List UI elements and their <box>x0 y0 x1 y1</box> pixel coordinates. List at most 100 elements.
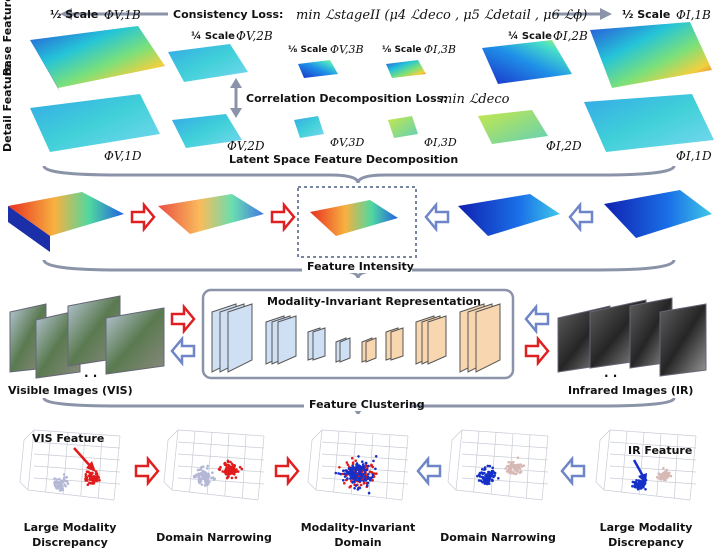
cluster-points-1-1 <box>53 473 70 492</box>
surface-v1b-side <box>33 44 60 92</box>
latent-title-bg <box>224 151 462 167</box>
intensity-surface-1 <box>8 192 124 236</box>
surface-v2b <box>168 44 248 82</box>
latent-title: Latent Space Feature Decomposition <box>229 153 458 166</box>
cluster-points-2-1 <box>192 464 216 487</box>
scale-label-v1b: ½ Scale <box>50 8 98 21</box>
scale-label-i3b: ⅛ Scale <box>382 45 422 55</box>
vis-feature-arrowhead <box>86 461 96 472</box>
arrow-red-r3-out <box>524 335 550 367</box>
surface-i3b <box>386 60 426 78</box>
surface-i1b <box>590 22 712 88</box>
arrow-blue-r2-1 <box>424 201 450 233</box>
surface-v2d <box>172 114 242 148</box>
cluster-plot-3 <box>307 429 409 501</box>
intensity-surface-4 <box>458 194 560 236</box>
surface-v3b <box>298 60 338 78</box>
cluster-plot-5 <box>595 429 697 501</box>
cluster-plot-2 <box>163 429 265 501</box>
visible-images-stack <box>9 295 165 379</box>
surface-i2d <box>478 110 548 144</box>
arrow-red-r3-in <box>170 303 196 335</box>
caption-domain-narrowing-right: Domain Narrowing <box>440 531 556 544</box>
scale-label-v2b: ¼ Scale <box>191 30 235 42</box>
cluster-points-2-2 <box>217 459 244 480</box>
caption-invariant-domain: Modality-Invariant Domain <box>301 521 416 549</box>
surface-i1d <box>584 94 714 152</box>
encoder-layers <box>211 303 351 373</box>
symbol-i1d: ΦI,1D <box>676 149 712 163</box>
mir-title: Modality-Invariant Representation <box>267 295 481 308</box>
arrow-red-r4-1 <box>134 455 160 487</box>
cluster-plot-4 <box>447 429 549 501</box>
intensity-surface-5 <box>604 190 712 238</box>
caption-large-discrepancy-left: Large Modality Discrepancy <box>24 521 117 549</box>
arrow-red-r4-2 <box>274 455 300 487</box>
correlation-loss-formula: min ℒdeco <box>440 92 510 107</box>
intensity-title: Feature Intensity <box>307 260 414 273</box>
intensity-surface-fused <box>310 200 398 236</box>
clustering-connector <box>42 397 676 415</box>
scale-label-v3b: ⅛ Scale <box>288 45 328 55</box>
fused-intensity-box <box>297 186 417 258</box>
symbol-v1b: ΦV,1B <box>104 8 141 22</box>
scale-label-i2b: ¼ Scale <box>508 30 552 42</box>
surface-v3d <box>294 116 324 138</box>
consistency-arrow-right-head <box>600 8 612 20</box>
consistency-loss-formula: min ℒstageII (μ4 ℒdeco , μ5 ℒdetail , μ6… <box>296 8 587 23</box>
cluster-points-4-2 <box>504 456 526 476</box>
row-label-base: Base Feature <box>1 0 14 76</box>
cluster-plots <box>19 429 697 501</box>
visible-dots: · · <box>84 369 97 383</box>
intensity-title-bg <box>302 259 412 273</box>
correlation-arrow-up-head <box>230 78 242 88</box>
intensity-surface-1-side <box>8 206 50 252</box>
decoder-layers <box>361 303 501 373</box>
arrow-blue-r4-2 <box>560 455 586 487</box>
vis-feature-label: VIS Feature <box>32 432 104 445</box>
consistency-arrow-left-head <box>60 8 72 20</box>
surface-v1b <box>30 26 165 88</box>
symbol-i3d: ΦI,3D <box>424 136 457 149</box>
symbol-i2d: ΦI,2D <box>546 139 582 153</box>
cluster-points-3-2 <box>334 455 378 495</box>
symbol-i3b: ΦI,3B <box>424 43 456 56</box>
symbol-i2b: ΦI,2B <box>553 29 588 43</box>
scale-label-i1b: ½ Scale <box>622 8 670 21</box>
infrared-dots: · · <box>604 369 617 383</box>
arrow-red-r2-2 <box>270 201 296 233</box>
clustering-title: Feature Clustering <box>309 398 425 411</box>
arrow-blue-r4-1 <box>416 455 442 487</box>
latent-connector <box>42 165 676 184</box>
cluster-points-5-2 <box>655 467 673 482</box>
symbol-v1d: ΦV,1D <box>104 149 142 163</box>
caption-large-discrepancy-right: Large Modality Discrepancy <box>600 521 693 549</box>
intensity-connector <box>42 259 676 279</box>
surface-v1d <box>30 94 160 152</box>
intensity-surface-2 <box>158 194 264 234</box>
surface-i2b <box>482 40 572 84</box>
consistency-loss-label: Consistency Loss: <box>173 8 283 21</box>
correlation-loss-label: Correlation Decomposition Loss: <box>246 92 448 105</box>
ir-feature-label: IR Feature <box>628 444 692 457</box>
surface-i3d <box>388 116 418 138</box>
cluster-points-1-2 <box>84 470 101 487</box>
correlation-arrow-down-head <box>230 108 242 118</box>
symbol-v3b: ΦV,3B <box>330 43 364 56</box>
arrow-blue-r2-2 <box>568 201 594 233</box>
clustering-title-bg <box>304 396 412 411</box>
symbol-i1b: ΦI,1B <box>676 8 711 22</box>
arrow-red-r2-1 <box>130 201 156 233</box>
symbol-v3d: ΦV,3D <box>330 136 365 149</box>
arrow-blue-r3-out <box>170 335 196 367</box>
cluster-points-4-1 <box>476 464 500 486</box>
row-label-detail: Detail Feature <box>1 63 14 152</box>
arrow-blue-r3-in <box>524 303 550 335</box>
infrared-images-stack <box>557 297 707 377</box>
consistency-loss-bg <box>168 3 552 25</box>
caption-domain-narrowing-left: Domain Narrowing <box>156 531 272 544</box>
visible-images-label: Visible Images (VIS) <box>8 384 133 397</box>
ir-feature-arrowhead <box>638 473 647 484</box>
infrared-images-label: Infrared Images (IR) <box>568 384 693 397</box>
